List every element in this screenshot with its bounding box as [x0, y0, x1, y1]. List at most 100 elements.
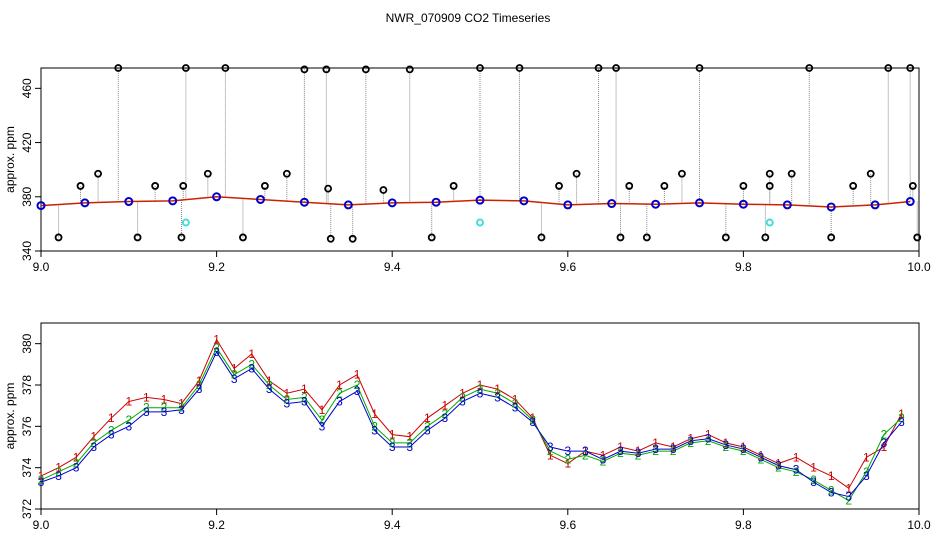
spike-point	[884, 64, 893, 72]
y-tick-label: 372	[20, 499, 34, 519]
y-tick-label: 374	[20, 457, 34, 477]
spike-point	[449, 182, 458, 190]
series-2-point: 2	[38, 473, 45, 487]
spike-point	[326, 234, 335, 243]
series-2-point: 2	[828, 483, 835, 497]
series-1-point: 1	[266, 374, 273, 388]
series-3-point: 3	[283, 397, 290, 411]
series-3-point: 3	[266, 382, 273, 396]
spike-point	[300, 65, 309, 74]
x-tick-label: 9.0	[33, 260, 50, 274]
y-tick-label: 380	[20, 333, 34, 353]
spike-point	[282, 169, 291, 178]
series-2-point: 2	[161, 401, 168, 415]
series-1-point: 1	[108, 411, 115, 425]
series-1-point: 1	[863, 450, 870, 464]
spike-point	[642, 233, 651, 242]
series-1-point: 1	[336, 378, 343, 392]
spike-point	[322, 65, 331, 74]
series-1-point: 1	[600, 448, 607, 462]
spike-point	[427, 233, 436, 242]
series-3-point: 3	[161, 405, 168, 419]
x-tick-label: 9.2	[208, 260, 225, 274]
baseline-point	[124, 197, 134, 207]
series-2-point: 2	[617, 446, 624, 460]
series-2-point: 2	[459, 390, 466, 404]
spike-point	[515, 64, 524, 72]
series-2-point: 2	[55, 465, 62, 479]
series-1-point: 1	[73, 450, 80, 464]
series-1-point: 1	[389, 428, 396, 442]
series-2-point: 2	[125, 413, 132, 427]
series-2-point: 2	[406, 436, 413, 450]
spike-point	[695, 64, 704, 72]
series-2-point: 2	[810, 473, 817, 487]
series-3-point: 3	[371, 423, 378, 437]
series-2-point: 2	[283, 392, 290, 406]
series-1-point: 1	[55, 461, 62, 475]
series-3-point: 3	[125, 419, 132, 433]
spike-point	[761, 233, 770, 242]
series-1-point: 1	[793, 450, 800, 464]
series-2-point: 2	[564, 452, 571, 466]
series-1-line	[40, 338, 902, 490]
series-3-point: 3	[389, 440, 396, 454]
series-3-point: 3	[845, 490, 852, 504]
series-3-point: 3	[55, 469, 62, 483]
baseline-point	[80, 198, 90, 208]
series-3-point: 3	[73, 461, 80, 475]
series-3-point: 3	[301, 395, 308, 409]
series-3-point: 3	[863, 469, 870, 483]
series-3-point: 3	[582, 444, 589, 458]
baseline-point	[695, 198, 704, 208]
series-3-point: 3	[529, 415, 536, 429]
series-2-point: 2	[248, 357, 255, 371]
series-1-point: 1	[740, 440, 747, 454]
series-1-point: 1	[459, 386, 466, 400]
spike-point	[476, 64, 484, 72]
series-3-point: 3	[793, 463, 800, 477]
spike-point	[866, 169, 875, 178]
series-2-point: 2	[512, 397, 519, 411]
plot-frame	[40, 322, 920, 510]
series-2-point: 2	[371, 419, 378, 433]
baseline-point	[826, 202, 836, 212]
series-3-point: 3	[319, 419, 326, 433]
spike-point	[133, 233, 142, 242]
series-1-point: 1	[547, 448, 554, 462]
y-tick-label: 378	[20, 375, 34, 395]
series-3-point: 3	[775, 459, 782, 473]
series-3-point: 3	[881, 436, 888, 450]
series-3-point: 3	[828, 485, 835, 499]
series-3-point: 3	[90, 440, 97, 454]
series-1-point: 1	[635, 444, 642, 458]
series-1-point: 1	[38, 469, 45, 483]
series-2-point: 2	[740, 444, 747, 458]
series-2-point: 2	[898, 411, 905, 425]
series-1-point: 1	[213, 333, 220, 347]
cyan-point	[181, 218, 190, 227]
spike-point	[616, 233, 625, 242]
series-3-line	[40, 350, 902, 498]
series-3-point: 3	[442, 411, 449, 425]
series-1-point: 1	[90, 430, 97, 444]
series-3-point: 3	[424, 423, 431, 437]
series-2-line	[40, 346, 902, 502]
spike-point	[572, 169, 581, 178]
spike-point	[203, 169, 212, 178]
x-tick-label: 9.8	[735, 260, 752, 274]
spike-point	[913, 233, 922, 242]
series-2-point: 2	[775, 461, 782, 475]
series-2-point: 2	[90, 436, 97, 450]
series-3-point: 3	[722, 438, 729, 452]
series-2-point: 2	[301, 390, 308, 404]
series-3-point: 3	[494, 390, 501, 404]
series-2-point: 2	[529, 413, 536, 427]
panel-2: 9.0 9.2 9.4 9.6 9.8 10.0 372 374 376 378 380 approx…	[3, 322, 931, 532]
y-tick-label: 340	[20, 241, 34, 261]
y-axis-label: approx. ppm	[3, 126, 17, 193]
series-3-point: 3	[512, 401, 519, 415]
series-1-point: 1	[828, 469, 835, 483]
spike-point	[678, 169, 686, 178]
